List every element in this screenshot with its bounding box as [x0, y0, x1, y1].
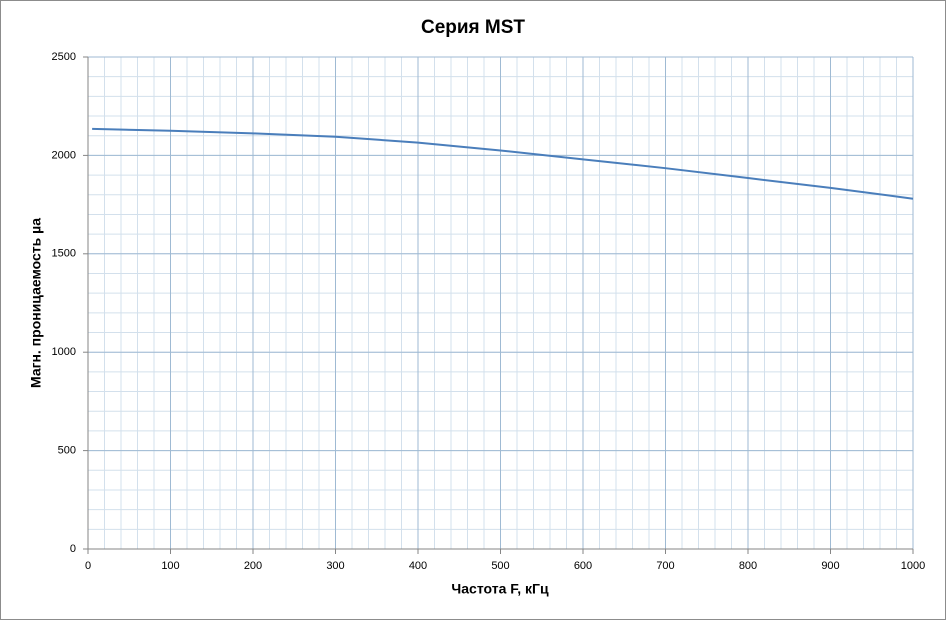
y-tick-label: 1500	[52, 248, 76, 260]
y-tick-label: 500	[58, 445, 76, 457]
x-tick-label: 700	[656, 560, 674, 572]
x-tick-label: 200	[244, 560, 262, 572]
y-axis-label: Магн. проницаемость µa	[28, 218, 44, 388]
x-tick-label: 600	[574, 560, 592, 572]
chart-title: Серия MST	[421, 17, 525, 38]
y-tick-label: 0	[70, 543, 76, 555]
y-tick-label: 2000	[52, 149, 76, 161]
x-tick-label: 400	[409, 560, 427, 572]
x-tick-label: 300	[326, 560, 344, 572]
x-tick-label: 500	[491, 560, 509, 572]
x-axis-label: Частота F, кГц	[451, 581, 549, 597]
data-line	[92, 127, 914, 200]
x-tick-label: 1000	[901, 560, 925, 572]
y-tick-label: 2500	[52, 51, 76, 63]
y-tick-label: 1000	[52, 346, 76, 358]
x-tick-label: 800	[739, 560, 757, 572]
x-tick-label: 100	[161, 560, 179, 572]
x-tick-label: 0	[85, 560, 91, 572]
x-tick-label: 900	[821, 560, 839, 572]
